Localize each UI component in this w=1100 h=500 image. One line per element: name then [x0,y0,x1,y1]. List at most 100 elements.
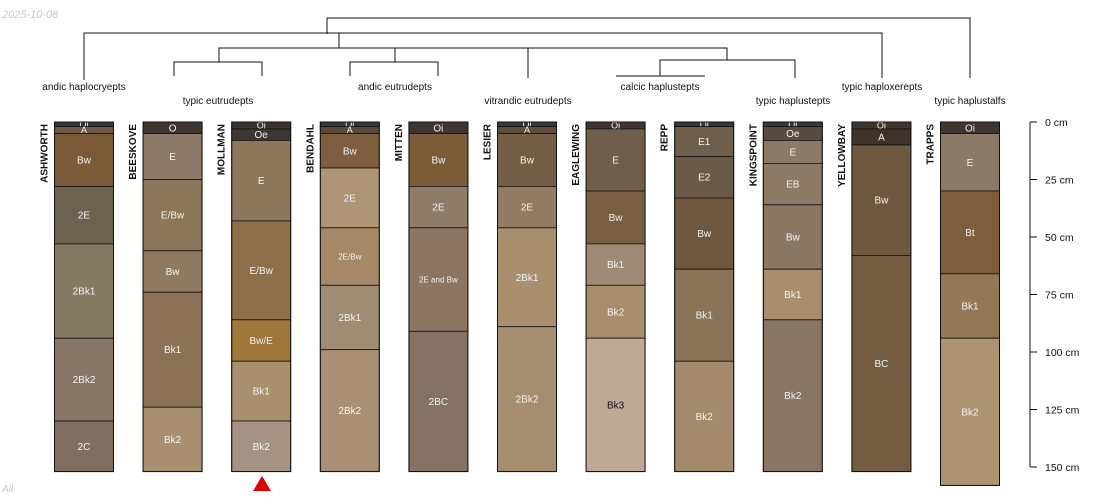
horizon-label: Oi [788,119,797,129]
horizon-label: 2Bk2 [338,406,361,417]
taxon-label: andic eutrudepts [358,82,432,93]
horizon-label: Oi [523,119,532,129]
soil-horizon [54,243,114,339]
soil-horizon [851,254,912,472]
profile-outline [231,121,292,473]
soil-horizon [674,126,735,157]
horizon-label: Bt [965,228,975,239]
profile-name: TRAPPS [926,124,937,165]
horizon-label: Oi [611,121,620,131]
profile-name: BEESKOVE [128,124,139,180]
horizon-label: E1 [698,137,711,148]
horizon-label: E [789,147,796,158]
soil-profile: OiA Bw 2E 2Bk1 2Bk2 LESIER [483,119,557,473]
soil-horizon [674,197,735,270]
depth-axis: 0 cm 25 cm 50 cm 75 cm 100 cm 125 cm 150 cm [1029,117,1080,474]
horizon-label: 2BC [429,397,448,408]
soil-profile: O E E/Bw Bw Bk1 Bk2 BEESKOVE [128,121,203,473]
taxon-label: calcic haplustepts [621,82,700,93]
horizon-label: Bk1 [253,387,271,398]
soil-horizon [851,144,912,256]
horizon-label: 2Bk2 [516,395,539,406]
horizon-label: 2E/Bw [338,252,361,261]
dendro-node-mid [338,33,728,60]
horizon-label: Bk2 [784,391,802,402]
horizon-label: Bk2 [696,412,714,423]
profile-outline [762,121,823,473]
horizon-label: Oi [257,121,266,131]
dendro-node-main [83,32,883,80]
soil-profile: Oi E1 E2 Bw Bk1 Bk2 REPP [660,119,735,473]
horizon-label: Bk2 [607,307,625,318]
soil-horizon [585,190,646,245]
depth-tick-label: 25 cm [1045,175,1074,187]
horizon-label: Oi [345,119,354,129]
horizon-label: E [612,155,619,166]
soil-horizon [319,227,380,286]
horizon-label: A [81,125,87,135]
profile-name: REPP [660,124,671,152]
soil-horizon [231,420,292,472]
horizon-label: 2Bk2 [73,375,96,386]
horizon-label: Oi [433,123,443,134]
soil-horizon [231,220,292,321]
taxon-label: typic haplustalfs [934,96,1005,107]
soil-horizon [940,337,1000,486]
horizon-label: Oi [80,119,89,129]
footer-label: All [1,484,14,495]
horizon-label: 2C [78,442,91,453]
horizon-label: Bk2 [253,442,271,453]
horizon-label: 2Bk1 [338,313,361,324]
dendro-node-udepts [218,47,529,78]
horizon-label: E/Bw [250,266,274,277]
soil-horizon [497,326,557,473]
soil-horizon [142,406,203,473]
soil-horizon [940,273,1000,339]
soil-horizon [319,284,380,351]
dendrogram [83,17,971,80]
horizon-label: Bw [609,213,624,224]
profile-name: MITTEN [394,124,405,161]
soil-horizon [408,227,469,332]
profile-name: YELLOWBAY [837,124,848,187]
profile-outline [585,121,646,473]
soil-horizon [142,291,203,408]
soil-profile: Oi Bw 2E 2E and Bw 2BC MITTEN [394,121,469,473]
horizon-label: Bk1 [784,290,802,301]
depth-tick-label: 50 cm [1045,232,1074,244]
soil-horizon [319,167,380,229]
soil-horizon [319,349,380,473]
horizon-label: 2E [344,193,357,204]
depth-tick-label: 75 cm [1045,290,1074,302]
horizon-label: 2E and Bw [419,275,458,284]
soil-horizon [142,250,203,293]
horizon-label: Bk1 [607,260,625,271]
horizon-label: Bw [343,146,358,157]
depth-tick-label: 100 cm [1045,347,1080,359]
horizon-label: 2E [78,211,91,222]
horizon-label: Oi [700,119,709,129]
profile-name: LESIER [483,123,494,160]
horizon-label: Oi [877,121,886,131]
soil-horizon [674,360,735,473]
depth-tick-label: 150 cm [1045,462,1080,474]
soil-horizon [54,185,114,245]
horizon-label: E [967,158,974,169]
horizon-label: Bw [697,229,712,240]
profile-name: ASHWORTH [40,124,51,183]
horizon-label: Oe [255,130,269,141]
profile-name: KINGSPOINT [748,124,759,186]
date-stamp: 2025-10-08 [1,9,59,21]
horizon-label: EB [786,180,800,191]
profile-name: BENDAHL [305,124,316,173]
horizon-label: Bw [166,267,181,278]
profile-outline [497,121,557,473]
horizon-label: E2 [698,173,711,184]
depth-tick-label: 0 cm [1045,117,1068,129]
horizon-label: BC [874,359,888,370]
taxon-label: vitrandic eutrudepts [484,96,571,107]
soil-horizon [408,185,469,229]
soil-profile: Oi E Bw Bk1 Bk2 Bk3 EAGLEWING [571,121,646,473]
